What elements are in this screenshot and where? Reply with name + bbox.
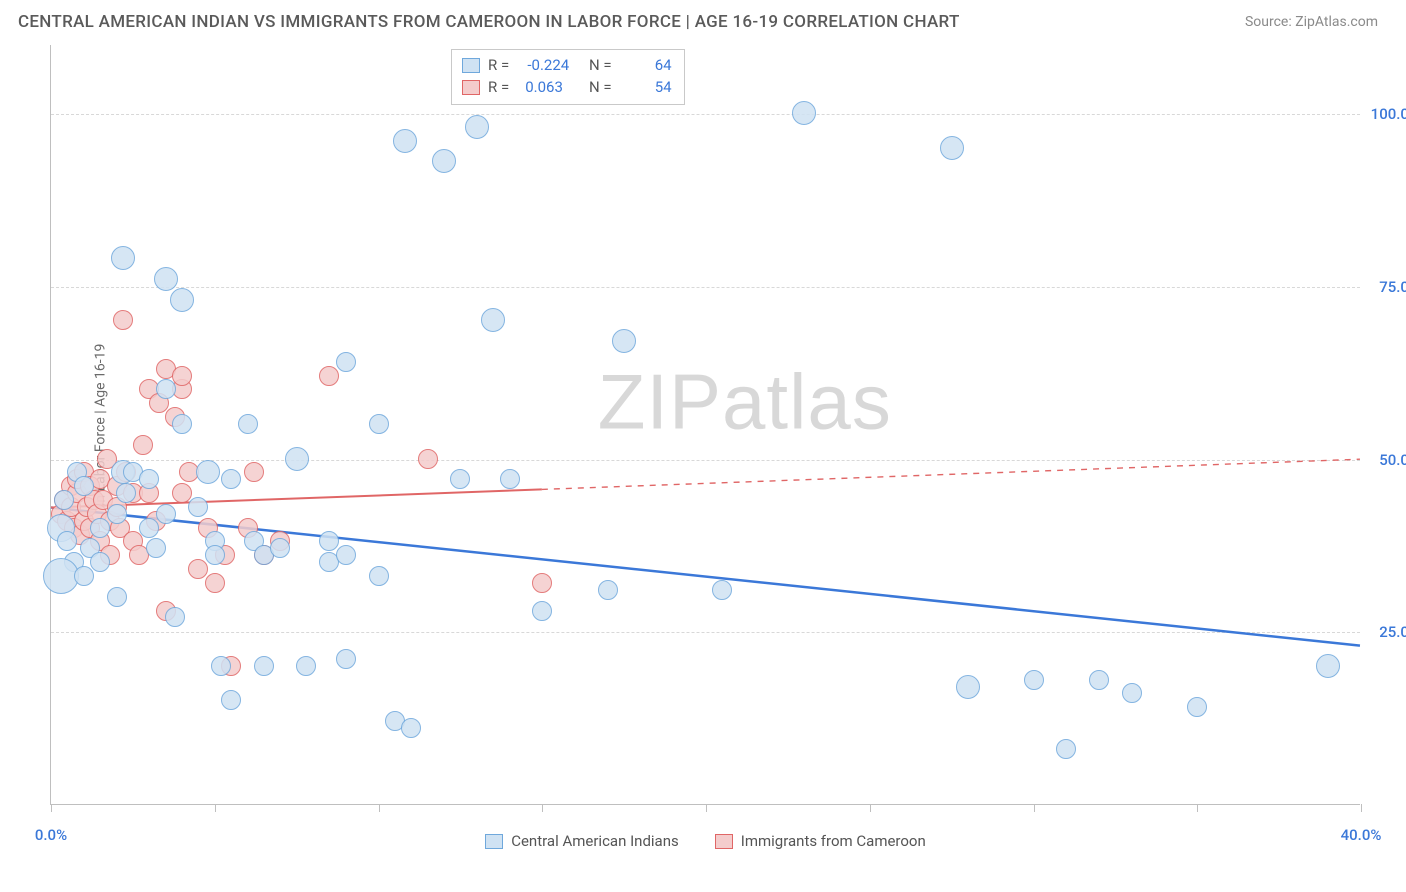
data-point [270,538,290,558]
data-point [133,435,153,455]
data-point [154,267,178,291]
data-point [1122,683,1142,703]
x-tick [215,804,216,812]
data-point [369,414,389,434]
data-point [792,101,816,125]
chart-title: CENTRAL AMERICAN INDIAN VS IMMIGRANTS FR… [18,12,960,32]
bottom-legend: Central American Indians Immigrants from… [51,832,1360,850]
data-point [188,497,208,517]
x-tick [379,804,380,812]
data-point [172,483,192,503]
data-point [401,718,421,738]
y-tick-label: 100.0% [1371,105,1406,123]
data-point [532,601,552,621]
source-label: Source: ZipAtlas.com [1245,14,1378,30]
data-point [532,573,552,593]
data-point [57,531,77,551]
data-point [196,460,220,484]
data-point [205,545,225,565]
data-point [500,469,520,489]
data-point [221,690,241,710]
data-point [170,288,194,312]
data-point [172,366,192,386]
swatch-icon [485,834,503,849]
data-point [74,566,94,586]
data-point [113,310,133,330]
data-point [107,504,127,524]
data-point [172,414,192,434]
data-point [221,469,241,489]
data-point [74,476,94,496]
data-point [319,531,339,551]
data-point [156,504,176,524]
swatch-series-b [462,80,480,95]
data-point [254,656,274,676]
data-point [418,449,438,469]
data-point [1316,654,1340,678]
x-tick [1034,804,1035,812]
data-point [956,675,980,699]
data-point [205,573,225,593]
data-point [336,545,356,565]
data-point [139,518,159,538]
x-tick-label: 0.0% [35,826,67,844]
data-point [319,366,339,386]
x-tick [870,804,871,812]
data-point [116,483,136,503]
y-tick-label: 50.0% [1379,451,1406,469]
data-point [432,149,456,173]
x-tick [1361,804,1362,812]
stats-legend: R = -0.224 N = 64 R = 0.063 N = 54 [451,49,685,105]
stats-row-b: R = 0.063 N = 54 [462,76,672,98]
data-point [90,518,110,538]
data-point [481,308,505,332]
data-point [146,538,166,558]
data-point [285,447,309,471]
data-point [111,246,135,270]
data-point [90,552,110,572]
legend-item-a: Central American Indians [485,832,679,850]
data-point [296,656,316,676]
stats-row-a: R = -0.224 N = 64 [462,54,672,76]
data-point [336,649,356,669]
chart-area: In Labor Force | Age 16-19 ZIPatlas R = … [50,45,1360,805]
scatter-layer [51,45,1360,804]
data-point [940,136,964,160]
x-tick [51,804,52,812]
y-tick-label: 75.0% [1379,278,1406,296]
data-point [393,129,417,153]
x-tick [1197,804,1198,812]
data-point [238,414,258,434]
data-point [1024,670,1044,690]
data-point [1187,697,1207,717]
data-point [336,352,356,372]
data-point [107,587,127,607]
data-point [211,656,231,676]
legend-item-b: Immigrants from Cameroon [715,832,926,850]
x-tick [706,804,707,812]
data-point [712,580,732,600]
data-point [54,490,74,510]
swatch-icon [715,834,733,849]
data-point [1089,670,1109,690]
data-point [188,559,208,579]
data-point [165,607,185,627]
x-tick [542,804,543,812]
data-point [156,379,176,399]
data-point [598,580,618,600]
data-point [450,469,470,489]
data-point [244,462,264,482]
y-tick-label: 25.0% [1379,623,1406,641]
data-point [465,115,489,139]
data-point [139,469,159,489]
data-point [1056,739,1076,759]
x-tick-label: 40.0% [1341,826,1382,844]
data-point [369,566,389,586]
swatch-series-a [462,58,480,73]
data-point [612,329,636,353]
